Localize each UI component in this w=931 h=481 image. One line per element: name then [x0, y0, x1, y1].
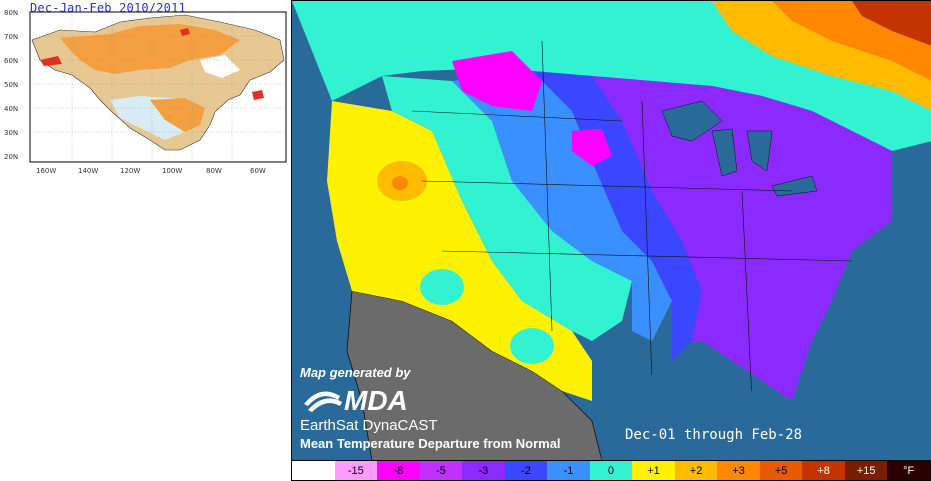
us-cool-band [452, 71, 672, 341]
state-borders [411, 40, 853, 402]
lon-label: 60W [250, 167, 266, 175]
period-label: Dec-01 through Feb-28 [625, 427, 803, 443]
legend-label: -5 [435, 464, 446, 477]
lon-label: 140W [78, 167, 98, 175]
legend-swatch: 0 [589, 461, 633, 480]
legend-swatch: +5 [759, 461, 803, 480]
legend-swatch: +3 [717, 461, 760, 480]
main-map [291, 0, 931, 461]
cold-core-dakota [572, 129, 612, 166]
lat-label: 40N [4, 105, 18, 113]
lon-label: 100W [162, 167, 182, 175]
legend-label: +2 [689, 464, 703, 477]
legend-swatch: -5 [419, 461, 463, 480]
mda-logo: MDA [304, 385, 408, 416]
logo-text: MDA [344, 385, 408, 416]
map-subtitle: Mean Temperature Departure from Normal [300, 436, 561, 451]
us-colder-band [532, 71, 702, 361]
legend-label: +3 [732, 464, 745, 477]
legend-label: +8 [817, 464, 830, 477]
legend-label: -8 [393, 464, 404, 477]
legend-swatch: -8 [377, 461, 420, 480]
lat-label: 30N [4, 129, 18, 137]
gulf-of-mexico [592, 371, 772, 461]
lon-label: 80W [206, 167, 222, 175]
legend-swatch: -3 [462, 461, 505, 480]
us-neutral-band [382, 76, 632, 341]
lat-label: 20N [4, 153, 18, 161]
canada-warmest [852, 1, 931, 46]
legend-label: -1 [563, 464, 574, 477]
legend-label: -2 [521, 464, 531, 477]
cold-core-north [452, 51, 542, 111]
warmer-spot-nevada [392, 176, 408, 190]
legend-swatch: +15 [844, 461, 888, 480]
main-map-canvas [292, 1, 931, 461]
inset-map-canvas: 80N 70N 60N 50N 40N 30N 20N 160W 140W 12… [4, 9, 287, 175]
lat-label: 80N [4, 9, 18, 17]
lake-michigan [711, 128, 738, 177]
lat-label: 70N [4, 33, 18, 41]
legend-swatch [292, 461, 335, 480]
legend-swatch: -15 [334, 461, 378, 480]
legend-swatch: +8 [802, 461, 845, 480]
brand-name: EarthSat DynaCAST [300, 417, 438, 434]
lon-label: 120W [120, 167, 140, 175]
neutral-spot-tx [510, 328, 554, 364]
legend-swatch: +2 [674, 461, 718, 480]
legend-swatch: +1 [632, 461, 675, 480]
us-central-cold [592, 76, 892, 401]
legend-label: +1 [647, 464, 660, 477]
inset-map: 80N 70N 60N 50N 40N 30N 20N 160W 140W 12… [0, 0, 290, 178]
legend-label: -3 [478, 464, 489, 477]
inset-title: Dec-Jan-Feb 2010/2011 [30, 1, 186, 15]
neutral-spot-az [420, 269, 464, 305]
lake-huron [746, 130, 773, 172]
legend-label: +15 [856, 464, 876, 477]
lake-superior [661, 100, 723, 142]
legend-swatch: -1 [547, 461, 590, 480]
lon-label: 160W [36, 167, 56, 175]
lat-label: 60N [4, 57, 18, 65]
legend-unit: °F [887, 461, 930, 480]
legend-swatch: -2 [504, 461, 548, 480]
legend-unit-label: °F [903, 464, 915, 477]
generated-by-text: Map generated by [300, 365, 411, 380]
legend-label: -15 [347, 464, 364, 477]
lat-label: 50N [4, 81, 18, 89]
legend-label: +5 [774, 464, 788, 477]
color-legend: -15 -8 -5 -3 -2 -1 0 +1 +2 +3 +5 +8 +15 … [291, 460, 931, 481]
legend-label: 0 [607, 464, 615, 477]
